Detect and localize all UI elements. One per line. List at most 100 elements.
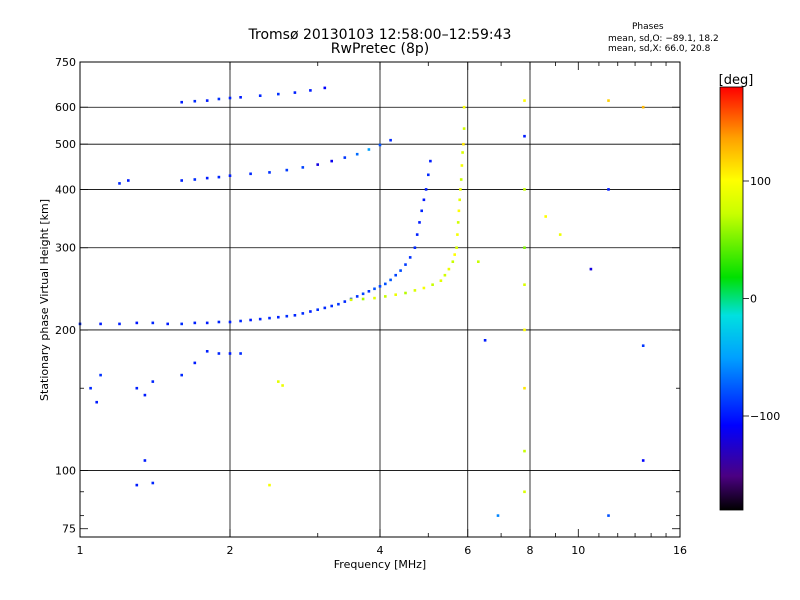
data-point: [217, 175, 221, 179]
x-tick-label: 10: [571, 544, 585, 557]
data-point: [477, 260, 480, 263]
data-point: [373, 287, 376, 291]
colorbar-tick-label: 0: [750, 293, 757, 306]
colorbar-ticks: 100 0 −100: [743, 175, 780, 423]
data-point: [523, 188, 526, 191]
data-point: [523, 246, 526, 249]
data-point: [193, 321, 197, 325]
data-point: [193, 99, 197, 103]
data-point: [330, 159, 333, 163]
data-point: [418, 221, 421, 224]
data-points: [78, 86, 645, 517]
data-point: [330, 304, 333, 308]
data-point: [456, 233, 459, 236]
data-point: [228, 352, 232, 355]
data-point: [193, 361, 197, 365]
data-point: [429, 159, 432, 163]
data-point: [205, 176, 209, 180]
data-point: [316, 163, 319, 166]
grid-lines: [80, 62, 680, 537]
data-point: [135, 483, 139, 487]
y-tick-label: 750: [55, 56, 76, 69]
data-point: [523, 99, 526, 102]
data-point: [422, 198, 426, 202]
y-tick-label: 500: [55, 138, 76, 151]
data-point: [384, 282, 387, 286]
data-point: [431, 283, 434, 286]
x-tick-label: 4: [377, 544, 384, 557]
data-point: [277, 315, 280, 319]
data-point: [166, 322, 169, 326]
data-point: [389, 278, 392, 282]
data-point: [309, 89, 312, 92]
data-point: [523, 449, 526, 453]
data-point: [99, 322, 102, 326]
data-point: [361, 292, 365, 296]
data-point: [460, 164, 464, 167]
data-point: [447, 267, 451, 271]
y-tick-label: 300: [55, 242, 76, 255]
data-point: [456, 221, 460, 224]
data-point: [180, 100, 183, 104]
data-point: [399, 269, 402, 272]
data-point: [373, 296, 376, 300]
data-point: [458, 198, 461, 202]
colorbar-gradient: [720, 87, 743, 510]
data-point: [228, 320, 232, 324]
stats-heading: Phases: [632, 22, 664, 32]
data-point: [151, 321, 155, 325]
data-point: [343, 300, 347, 303]
data-point: [180, 322, 183, 326]
data-point: [523, 328, 526, 332]
data-point: [281, 384, 284, 387]
data-point: [193, 178, 197, 181]
data-point: [343, 156, 347, 159]
data-point: [424, 188, 428, 191]
y-tick-label: 100: [55, 464, 76, 477]
data-point: [589, 267, 593, 271]
data-point: [249, 172, 252, 176]
data-point: [641, 459, 645, 462]
data-point: [420, 209, 423, 213]
x-tick-label: 2: [227, 544, 234, 557]
y-axis-ticks: 75 100 200 300 400 500 600 750: [55, 56, 680, 536]
data-point: [268, 316, 271, 320]
data-point: [523, 490, 526, 494]
y-tick-label: 200: [55, 324, 76, 337]
data-point: [427, 173, 430, 177]
data-point: [439, 279, 443, 282]
data-point: [459, 188, 462, 191]
data-point: [607, 514, 610, 517]
data-point: [127, 179, 130, 182]
data-point: [378, 285, 382, 288]
data-point: [99, 373, 102, 377]
data-point: [523, 283, 526, 286]
stats-x-mode: mean, sd,X: 66.0, 20.8: [608, 44, 711, 54]
data-point: [607, 99, 610, 102]
data-point: [337, 302, 340, 306]
data-point: [443, 273, 447, 277]
data-point: [239, 319, 242, 323]
data-point: [384, 295, 387, 298]
data-point: [205, 321, 209, 325]
y-tick-label: 600: [55, 101, 76, 114]
data-point: [239, 96, 242, 99]
data-point: [367, 290, 371, 293]
data-point: [135, 321, 139, 325]
x-tick-label: 1: [77, 544, 84, 557]
data-point: [523, 134, 526, 138]
data-point: [462, 127, 466, 130]
data-point: [301, 312, 305, 315]
data-point: [404, 291, 407, 295]
colorbar: [deg] 100 0 −100: [719, 73, 780, 511]
data-point: [455, 246, 458, 249]
data-point: [268, 483, 271, 487]
data-point: [323, 306, 327, 310]
data-point: [349, 298, 353, 302]
colorbar-tick-label: 100: [750, 175, 771, 188]
data-point: [277, 92, 280, 96]
data-point: [249, 318, 252, 322]
data-point: [389, 138, 392, 142]
data-point: [143, 393, 147, 397]
